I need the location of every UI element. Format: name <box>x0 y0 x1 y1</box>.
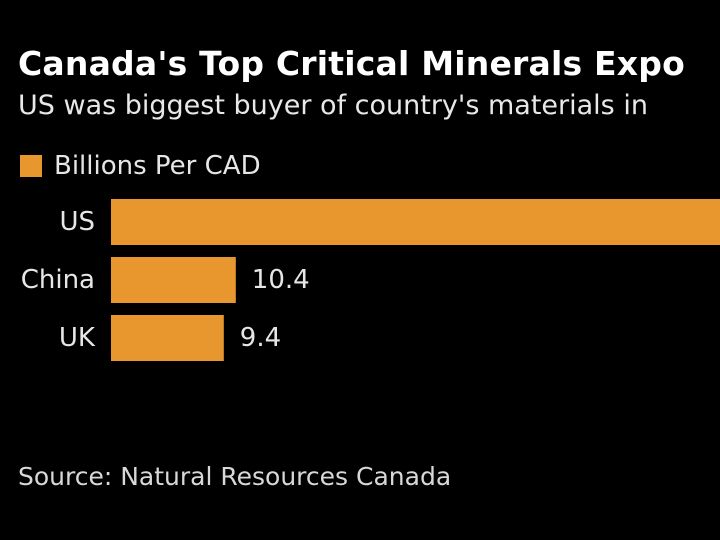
chart-title: Canada's Top Critical Minerals Expo <box>18 44 685 83</box>
bar-china <box>111 257 236 303</box>
chart-subtitle: US was biggest buyer of country's materi… <box>18 90 648 121</box>
chart-legend: Billions Per CAD <box>20 149 261 183</box>
category-label-china: China <box>21 265 95 295</box>
bar-us <box>111 199 720 245</box>
value-label-uk: 9.4 <box>240 323 281 353</box>
category-label-uk: UK <box>59 323 96 353</box>
source-note: Source: Natural Resources Canada <box>18 462 452 491</box>
legend-label: Billions Per CAD <box>54 151 261 181</box>
bar-uk <box>111 315 224 361</box>
category-label-us: US <box>59 207 95 237</box>
value-label-china: 10.4 <box>252 265 310 295</box>
legend-swatch <box>20 155 42 177</box>
